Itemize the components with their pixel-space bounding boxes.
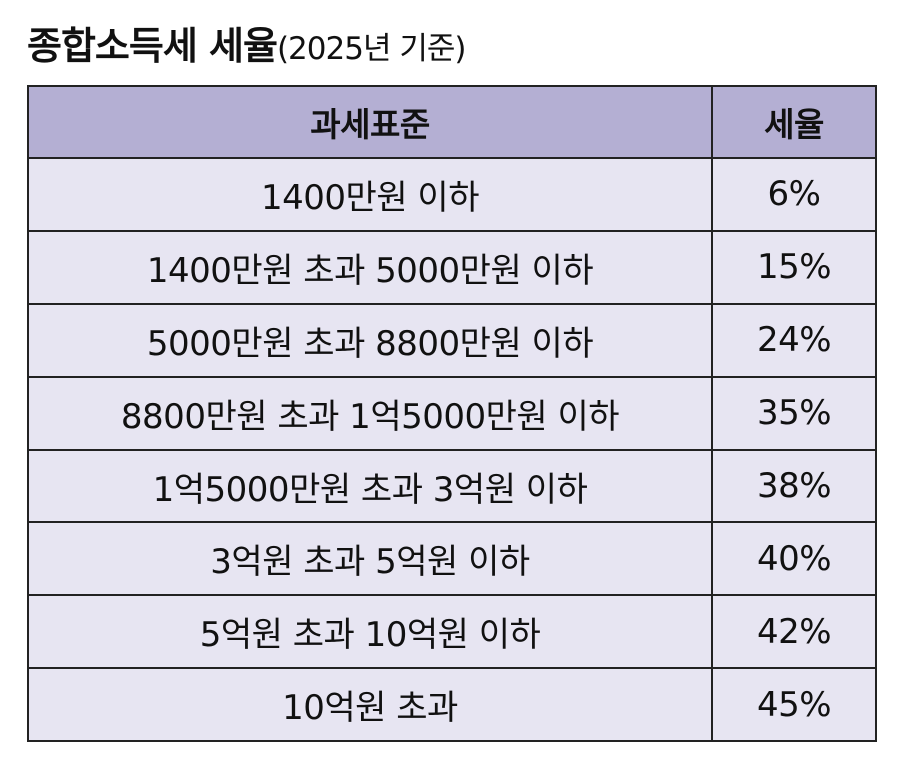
- rate-cell: 35%: [711, 375, 877, 451]
- table-row: 5억원 초과 10억원 이하 42%: [27, 594, 877, 670]
- table-row: 10억원 초과 45%: [27, 667, 877, 743]
- header-tax-base: 과세표준: [27, 85, 713, 159]
- bracket-cell: 5000만원 초과 8800만원 이하: [27, 302, 713, 378]
- bracket-cell: 8800만원 초과 1억5000만원 이하: [27, 375, 713, 451]
- title-subtitle: (2025년 기준): [276, 31, 466, 67]
- rate-cell: 42%: [711, 594, 877, 670]
- bracket-cell: 3억원 초과 5억원 이하: [27, 521, 713, 597]
- bracket-cell: 10억원 초과: [27, 667, 713, 743]
- table-row: 8800만원 초과 1억5000만원 이하 35%: [27, 375, 877, 451]
- header-tax-rate: 세율: [711, 85, 877, 159]
- table-row: 1억5000만원 초과 3억원 이하 38%: [27, 448, 877, 524]
- tax-rate-table: 과세표준 세율 1400만원 이하 6% 1400만원 초과 5000만원 이하…: [27, 85, 877, 743]
- bracket-cell: 1400만원 이하: [27, 157, 713, 232]
- rate-cell: 15%: [711, 229, 877, 305]
- rate-cell: 45%: [711, 667, 877, 743]
- bracket-cell: 1억5000만원 초과 3억원 이하: [27, 448, 713, 524]
- bracket-cell: 5억원 초과 10억원 이하: [27, 594, 713, 670]
- table-row: 1400만원 초과 5000만원 이하 15%: [27, 229, 877, 305]
- title-main: 종합소득세 세율: [27, 24, 278, 68]
- page-title: 종합소득세 세율(2025년 기준): [27, 18, 466, 74]
- bracket-cell: 1400만원 초과 5000만원 이하: [27, 229, 713, 305]
- rate-cell: 40%: [711, 521, 877, 597]
- table-header-row: 과세표준 세율: [27, 85, 877, 159]
- table-row: 1400만원 이하 6%: [27, 157, 877, 232]
- table-row: 3억원 초과 5억원 이하 40%: [27, 521, 877, 597]
- rate-cell: 38%: [711, 448, 877, 524]
- table-row: 5000만원 초과 8800만원 이하 24%: [27, 302, 877, 378]
- rate-cell: 24%: [711, 302, 877, 378]
- rate-cell: 6%: [711, 157, 877, 232]
